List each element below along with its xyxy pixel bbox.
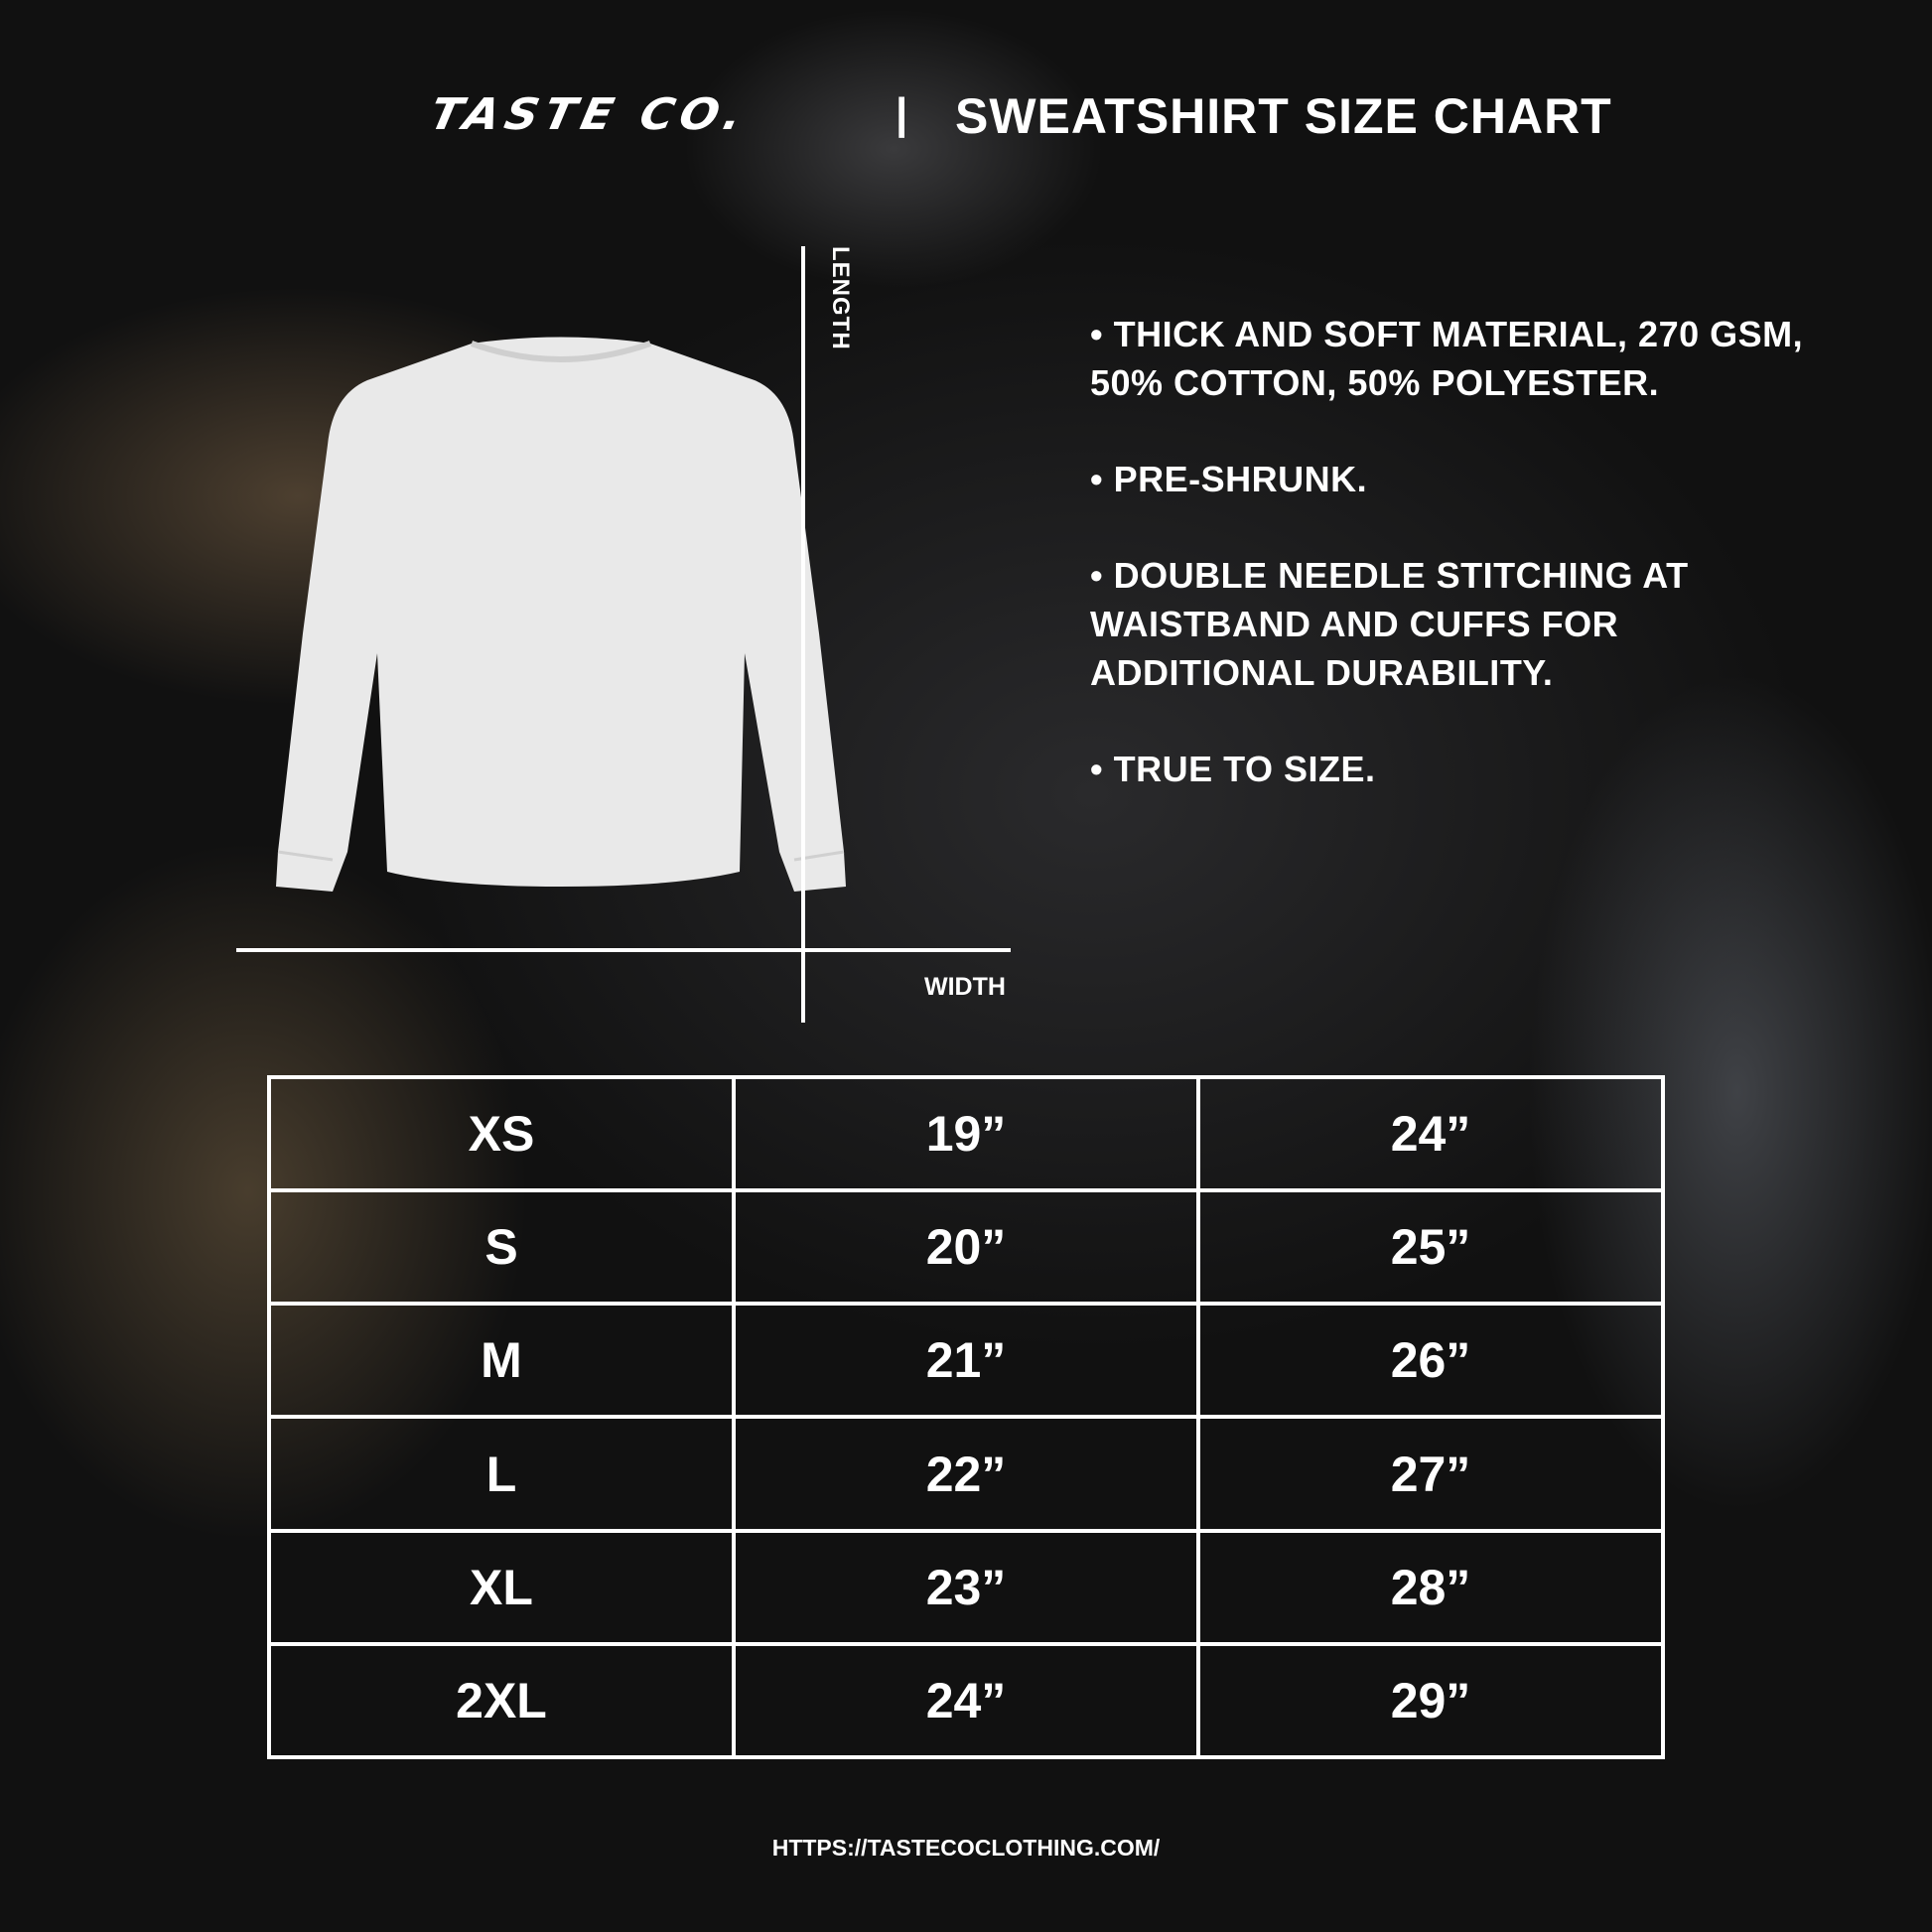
table-row: XS 19” 24” bbox=[267, 1074, 1665, 1193]
size-table: XS 19” 24” S 20” 25” M 21” 26” L 22” 27” XL 23” 28” 2XL… bbox=[267, 1074, 1665, 1760]
table-row: 2XL 24” 29” bbox=[267, 1641, 1665, 1760]
width-measure-line bbox=[236, 948, 1011, 952]
length-cell: 25” bbox=[1196, 1188, 1665, 1307]
length-measure-line bbox=[801, 246, 805, 1023]
feature-item: • THICK AND SOFT MATERIAL, 270 GSM, 50% … bbox=[1090, 314, 1804, 403]
size-cell: XS bbox=[267, 1074, 736, 1193]
size-cell: M bbox=[267, 1302, 736, 1420]
page-title: SWEATSHIRT SIZE CHART bbox=[955, 88, 1612, 144]
length-cell: 24” bbox=[1196, 1074, 1665, 1193]
length-cell: 27” bbox=[1196, 1415, 1665, 1533]
feature-list: • THICK AND SOFT MATERIAL, 270 GSM, 50% … bbox=[1090, 310, 1805, 841]
website-url: HTTPS://TASTECOCLOTHING.COM/ bbox=[771, 1835, 1161, 1861]
table-row: S 20” 25” bbox=[267, 1188, 1665, 1307]
width-cell: 23” bbox=[732, 1528, 1200, 1646]
size-cell: S bbox=[267, 1188, 736, 1307]
width-cell: 20” bbox=[732, 1188, 1200, 1307]
size-cell: XL bbox=[267, 1528, 736, 1646]
size-cell: 2XL bbox=[267, 1641, 736, 1760]
brand-logo: TASTE CO. bbox=[425, 88, 754, 140]
width-cell: 19” bbox=[732, 1074, 1200, 1193]
width-cell: 21” bbox=[732, 1302, 1200, 1420]
sweatshirt-icon bbox=[276, 337, 846, 892]
table-row: L 22” 27” bbox=[267, 1415, 1665, 1533]
width-cell: 22” bbox=[732, 1415, 1200, 1533]
table-row: M 21” 26” bbox=[267, 1302, 1665, 1420]
table-row: XL 23” 28” bbox=[267, 1528, 1665, 1646]
length-cell: 28” bbox=[1196, 1528, 1665, 1646]
title-separator: | bbox=[896, 89, 908, 138]
feature-item: • DOUBLE NEEDLE STITCHING AT WAISTBAND A… bbox=[1090, 555, 1689, 693]
width-cell: 24” bbox=[732, 1641, 1200, 1760]
length-cell: 26” bbox=[1196, 1302, 1665, 1420]
width-label: WIDTH bbox=[924, 973, 1006, 1001]
length-cell: 29” bbox=[1196, 1641, 1665, 1760]
size-cell: L bbox=[267, 1415, 736, 1533]
length-label: LENGTH bbox=[827, 246, 854, 350]
feature-item: • TRUE TO SIZE. bbox=[1090, 749, 1376, 789]
feature-item: • PRE-SHRUNK. bbox=[1090, 459, 1368, 499]
